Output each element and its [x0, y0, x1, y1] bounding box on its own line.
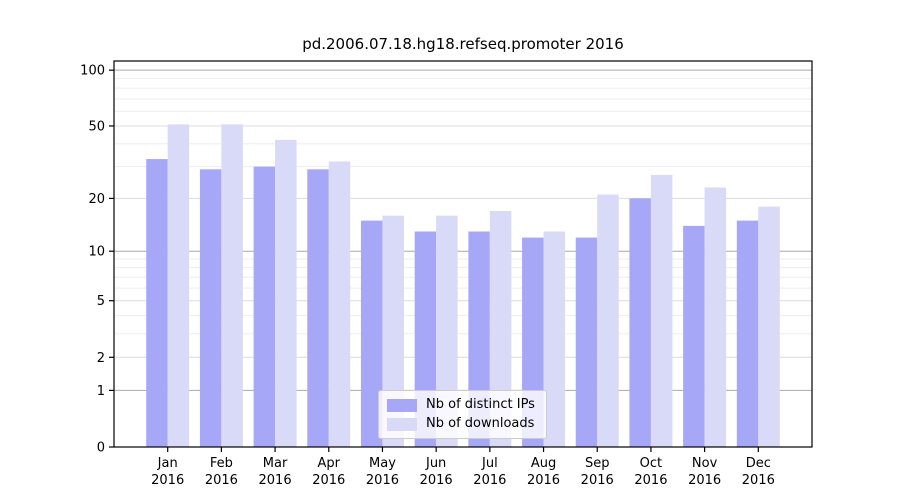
- bar-downloads-apr: [328, 161, 351, 447]
- bar-distinct-ips-dec: [736, 220, 759, 447]
- bar-distinct-ips-jan: [146, 159, 168, 448]
- x-tick-label-year: 2016: [312, 473, 345, 488]
- bar-distinct-ips-nov: [683, 225, 705, 447]
- bar-distinct-ips-oct: [629, 198, 651, 447]
- x-tick-label-month: Sep: [585, 456, 610, 471]
- bar-distinct-ips-may: [360, 220, 383, 447]
- bar-downloads-may: [382, 215, 404, 447]
- axis-frame: [113, 60, 813, 448]
- x-tick-label-year: 2016: [366, 473, 399, 488]
- x-tick-label-month: Mar: [263, 456, 288, 471]
- y-tick-label: 5: [97, 294, 105, 309]
- legend-label-distinct-ips: Nb of distinct IPs: [426, 397, 535, 412]
- bar-downloads-feb: [221, 124, 243, 448]
- x-tick-label-year: 2016: [634, 473, 667, 488]
- x-tick-label-month: Dec: [746, 456, 771, 471]
- y-tick-label: 2: [97, 351, 105, 366]
- legend-item-distinct-ips: Nb of distinct IPs: [387, 397, 538, 413]
- y-tick-label: 20: [88, 192, 105, 207]
- y-tick-label: 0: [97, 441, 105, 456]
- bar-downloads-aug: [543, 231, 566, 447]
- legend: Nb of distinct IPs Nb of downloads: [378, 390, 547, 439]
- bar-downloads-jan: [167, 124, 190, 448]
- bar-downloads-sep: [597, 194, 619, 447]
- x-tick-label-month: Jul: [481, 456, 498, 471]
- x-tick-label-year: 2016: [688, 473, 721, 488]
- bar-downloads-nov: [704, 187, 727, 448]
- x-tick-label-month: Apr: [318, 456, 341, 471]
- x-tick-label-year: 2016: [473, 473, 506, 488]
- bar-downloads-dec: [758, 206, 780, 447]
- legend-swatch-distinct-ips: [387, 398, 417, 412]
- x-tick-label-year: 2016: [205, 473, 238, 488]
- y-tick-label: 100: [80, 64, 105, 79]
- legend-label-downloads: Nb of downloads: [426, 416, 535, 431]
- x-tick-label-year: 2016: [527, 473, 560, 488]
- bar-distinct-ips-mar: [253, 166, 276, 447]
- x-tick-label-year: 2016: [420, 473, 453, 488]
- x-tick-label-month: Jan: [157, 456, 178, 471]
- bar-distinct-ips-feb: [199, 169, 222, 447]
- x-tick-label-year: 2016: [151, 473, 184, 488]
- x-tick-label-month: Nov: [692, 456, 718, 471]
- y-tick-label: 50: [88, 119, 105, 134]
- legend-swatch-downloads: [387, 417, 417, 431]
- bar-distinct-ips-apr: [307, 169, 329, 447]
- y-tick-label: 1: [97, 384, 105, 399]
- y-tick-label: 10: [88, 245, 105, 260]
- bar-downloads-jul: [489, 210, 512, 447]
- bar-distinct-ips-sep: [575, 237, 598, 447]
- chart-title: pd.2006.07.18.hg18.refseq.promoter 2016: [302, 35, 624, 53]
- x-tick-label-month: May: [369, 456, 396, 471]
- x-tick-label-year: 2016: [742, 473, 775, 488]
- bar-downloads-jun: [436, 215, 458, 447]
- legend-item-downloads: Nb of downloads: [387, 416, 538, 432]
- x-tick-label-year: 2016: [581, 473, 614, 488]
- x-tick-label-month: Jun: [425, 456, 446, 471]
- x-tick-label-month: Aug: [531, 456, 556, 471]
- bar-downloads-oct: [650, 174, 673, 447]
- bar-downloads-mar: [275, 139, 297, 447]
- x-tick-label-year: 2016: [259, 473, 292, 488]
- x-tick-label-month: Feb: [210, 456, 233, 471]
- x-tick-label-month: Oct: [640, 456, 662, 471]
